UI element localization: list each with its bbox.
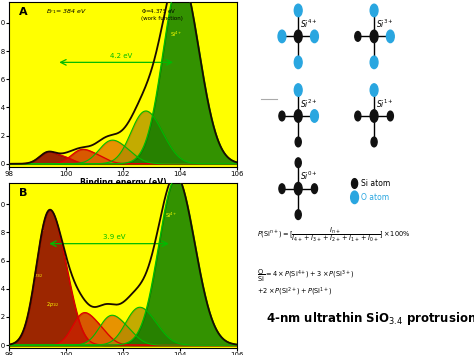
Text: $\Phi$=4.375 eV
(work function): $\Phi$=4.375 eV (work function) (142, 7, 183, 21)
Circle shape (387, 111, 393, 121)
Circle shape (294, 4, 302, 17)
Circle shape (370, 4, 378, 17)
Text: Si$^{0+}$: Si$^{0+}$ (300, 170, 318, 182)
Circle shape (294, 110, 302, 122)
Text: O atom: O atom (361, 193, 389, 202)
Circle shape (370, 30, 378, 43)
Circle shape (352, 179, 357, 189)
Circle shape (295, 137, 301, 147)
Text: $P(\mathrm{Si}^{n+})=[\dfrac{I_{n+}}{I_{4+}+I_{3+}+I_{2+}+I_{1+}+I_{0+}}]\times1: $P(\mathrm{Si}^{n+})=[\dfrac{I_{n+}}{I_{… (257, 225, 410, 244)
Text: $E_{F1}$= 384 eV: $E_{F1}$= 384 eV (46, 7, 87, 16)
Circle shape (294, 30, 302, 43)
Text: $2p_{1/2}$: $2p_{1/2}$ (46, 300, 60, 308)
Circle shape (371, 137, 377, 147)
Circle shape (294, 182, 302, 195)
Circle shape (310, 30, 319, 43)
Circle shape (370, 110, 378, 122)
Circle shape (355, 32, 361, 41)
Text: $2p_{1/2}$: $2p_{1/2}$ (65, 132, 78, 140)
Circle shape (355, 111, 361, 121)
Text: $2p_{3/2}$: $2p_{3/2}$ (46, 108, 60, 116)
Text: B: B (18, 188, 27, 198)
Text: 4-nm ultrathin SiO$_{3.4}$ protrusions: 4-nm ultrathin SiO$_{3.4}$ protrusions (266, 310, 474, 327)
Text: Si$^{4+}$: Si$^{4+}$ (170, 30, 183, 39)
Text: Si$^{2+}$: Si$^{2+}$ (100, 130, 113, 139)
Text: Si$^{0+}$: Si$^{0+}$ (33, 228, 46, 237)
X-axis label: Binding energy (eV): Binding energy (eV) (80, 178, 166, 187)
Text: 3.9 eV: 3.9 eV (103, 234, 126, 240)
Circle shape (370, 56, 378, 69)
Circle shape (386, 30, 394, 43)
Text: 4.2 eV: 4.2 eV (110, 53, 133, 59)
Text: Si$^{2+}$: Si$^{2+}$ (103, 303, 116, 312)
Circle shape (279, 184, 285, 193)
Text: $2p_{3/2}$: $2p_{3/2}$ (30, 272, 43, 280)
Text: Si$^{1+}$: Si$^{1+}$ (72, 137, 85, 146)
Circle shape (294, 84, 302, 96)
Circle shape (351, 191, 358, 203)
Circle shape (295, 210, 301, 219)
Text: A: A (18, 7, 27, 17)
Text: Si$^{3+}$: Si$^{3+}$ (129, 301, 142, 311)
Text: $\dfrac{\mathrm{O}}{\mathrm{Si}}=4\times P(\mathrm{Si}^{4+})+3\times P(\mathrm{S: $\dfrac{\mathrm{O}}{\mathrm{Si}}=4\times… (257, 268, 355, 298)
Circle shape (294, 56, 302, 69)
Text: Si$^{1+}$: Si$^{1+}$ (75, 284, 88, 294)
Circle shape (278, 30, 286, 43)
Circle shape (295, 158, 301, 168)
Text: Si$^{4+}$: Si$^{4+}$ (164, 211, 177, 220)
Text: Si$^{3+}$: Si$^{3+}$ (135, 103, 147, 113)
Circle shape (310, 110, 319, 122)
Text: Si$^{1+}$: Si$^{1+}$ (376, 97, 393, 110)
Text: Si$^{4+}$: Si$^{4+}$ (300, 18, 318, 30)
Circle shape (279, 111, 285, 121)
Text: Si$^{3+}$: Si$^{3+}$ (376, 18, 393, 30)
Text: Si$^{2+}$: Si$^{2+}$ (300, 97, 318, 110)
Text: Si$^{0+}$: Si$^{0+}$ (34, 137, 46, 146)
Circle shape (370, 84, 378, 96)
Circle shape (311, 184, 318, 193)
Text: Si atom: Si atom (361, 179, 390, 188)
